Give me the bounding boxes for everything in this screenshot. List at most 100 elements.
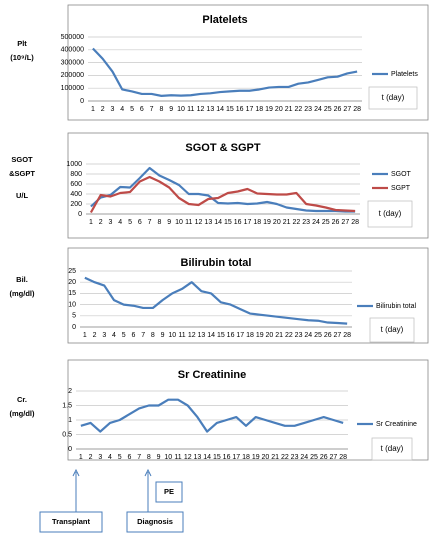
x-tick-label: 16 (236, 106, 244, 113)
x-tick-label: 22 (292, 219, 300, 226)
y-axis-label: (mg/dl) (10, 409, 35, 418)
y-tick-label: 0 (78, 211, 82, 218)
x-tick-label: 1 (83, 332, 87, 339)
x-tick-label: 3 (111, 106, 115, 113)
x-tick-label: 15 (213, 454, 221, 461)
x-tick-label: 6 (131, 332, 135, 339)
x-tick-label: 12 (188, 332, 196, 339)
x-tick-label: 27 (334, 332, 342, 339)
x-tick-label: 25 (322, 219, 330, 226)
x-tick-label: 22 (294, 106, 302, 113)
x-tick-label: 7 (148, 219, 152, 226)
y-tick-label: 0 (72, 324, 76, 331)
x-tick-label: 8 (157, 219, 161, 226)
annotation-arrows (72, 468, 152, 512)
x-tick-label: 23 (302, 219, 310, 226)
arrow-head (72, 468, 80, 477)
x-tick-label: 5 (130, 106, 134, 113)
x-tick-label: 13 (206, 106, 214, 113)
x-tick-label: 18 (255, 106, 263, 113)
x-tick-label: 11 (174, 454, 181, 461)
x-tick-label: 20 (262, 454, 270, 461)
x-tick-label: 19 (263, 219, 271, 226)
x-tick-label: 23 (291, 454, 299, 461)
x-tick-label: 19 (265, 106, 273, 113)
x-tick-label: 26 (334, 106, 342, 113)
legend-label: SGPT (391, 185, 411, 192)
x-tick-label: 28 (343, 332, 351, 339)
x-tick-label: 20 (266, 332, 274, 339)
x-tick-label: 7 (150, 106, 154, 113)
x-tick-label: 20 (275, 106, 283, 113)
x-tick-label: 6 (127, 454, 131, 461)
x-tick-label: 24 (304, 332, 312, 339)
y-tick-label: 600 (70, 181, 82, 188)
x-axis-label: t (day) (382, 93, 405, 102)
y-axis-label: (10⁹/L) (10, 53, 34, 62)
x-tick-label: 25 (314, 332, 322, 339)
x-tick-label: 24 (312, 219, 320, 226)
x-tick-label: 25 (324, 106, 332, 113)
chart-title: SGOT & SGPT (185, 142, 260, 154)
y-tick-label: 5 (72, 313, 76, 320)
x-tick-label: 25 (310, 454, 318, 461)
x-tick-label: 2 (99, 219, 103, 226)
x-tick-label: 10 (177, 106, 185, 113)
x-tick-label: 8 (147, 454, 151, 461)
x-tick-label: 17 (232, 454, 240, 461)
y-axis-label: Cr. (17, 395, 27, 404)
x-tick-label: 9 (157, 454, 161, 461)
x-tick-label: 11 (187, 106, 194, 113)
x-tick-label: 19 (256, 332, 264, 339)
chart-title: Platelets (202, 14, 247, 26)
x-tick-label: 13 (204, 219, 212, 226)
annotation-box (39, 511, 103, 533)
arrow-head (144, 468, 152, 477)
y-tick-label: 400 (70, 191, 82, 198)
x-tick-label: 15 (217, 332, 225, 339)
x-tick-label: 24 (300, 454, 308, 461)
x-tick-label: 15 (224, 219, 232, 226)
y-tick-label: 1.5 (62, 402, 72, 409)
annotation-label: Diagnosis (137, 517, 173, 526)
series-line (89, 175, 356, 214)
x-tick-label: 21 (283, 219, 291, 226)
x-tick-label: 6 (140, 106, 144, 113)
legend-label: Platelets (391, 71, 418, 78)
y-axis-label: Plt (17, 39, 27, 48)
x-axis-label: t (day) (381, 325, 404, 334)
annotation-box (126, 511, 184, 533)
x-tick-label: 28 (351, 219, 359, 226)
x-tick-label: 23 (304, 106, 312, 113)
x-label-box (369, 317, 415, 343)
y-tick-label: 1000 (66, 161, 82, 168)
x-tick-label: 10 (164, 454, 172, 461)
x-tick-label: 14 (207, 332, 215, 339)
series-line (90, 166, 356, 213)
x-tick-label: 17 (236, 332, 244, 339)
x-tick-label: 3 (109, 219, 113, 226)
x-tick-label: 18 (242, 454, 250, 461)
x-axis-label: t (day) (379, 209, 402, 218)
x-tick-label: 1 (91, 106, 95, 113)
x-tick-label: 27 (343, 106, 351, 113)
x-tick-label: 27 (330, 454, 338, 461)
x-tick-label: 13 (194, 454, 202, 461)
chart-panel: SGOT & SGPT SGOT&SGPT U/L 0 200 400 600 800 1000… (9, 132, 429, 239)
y-tick-label: 0 (68, 446, 72, 453)
x-tick-label: 4 (118, 219, 122, 226)
x-tick-label: 6 (138, 219, 142, 226)
x-tick-label: 16 (223, 454, 231, 461)
y-axis-label: &SGPT (9, 169, 35, 178)
x-tick-label: 4 (108, 454, 112, 461)
x-tick-label: 10 (168, 332, 176, 339)
x-tick-label: 23 (295, 332, 303, 339)
x-label-box (367, 200, 413, 228)
x-tick-label: 22 (285, 332, 293, 339)
x-tick-label: 18 (246, 332, 254, 339)
series-line (92, 47, 358, 97)
y-tick-label: 1 (68, 417, 72, 424)
x-tick-label: 28 (339, 454, 347, 461)
